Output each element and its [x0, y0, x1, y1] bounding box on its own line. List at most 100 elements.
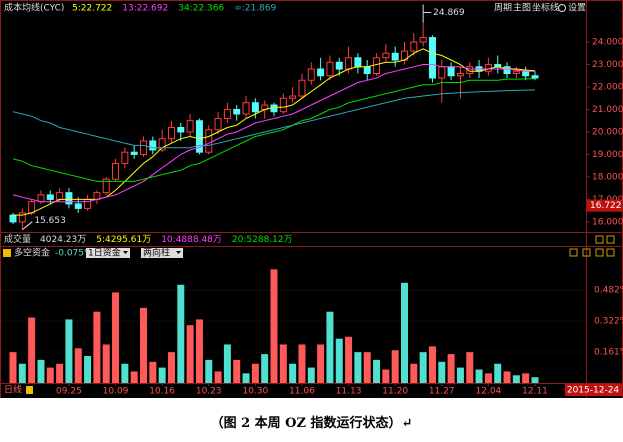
- bar: [335, 338, 343, 383]
- chart: 成本均线(CYC) 5:22.722 13:22.692 34:22.366 ∞:21…: [0, 0, 623, 398]
- candle-body: [158, 138, 166, 151]
- candle-body: [270, 104, 278, 113]
- bar: [214, 371, 222, 383]
- panel-button[interactable]: [595, 235, 604, 244]
- ma-line: [12, 64, 536, 203]
- icon: [3, 249, 11, 257]
- x-tick-label: 12.04: [476, 387, 502, 397]
- panel-button[interactable]: [606, 248, 615, 257]
- candle-body: [233, 108, 241, 115]
- candle-body: [74, 203, 82, 209]
- candle-body: [130, 151, 138, 155]
- candle-body: [363, 66, 371, 75]
- candle-body: [522, 70, 530, 77]
- x-tick-label: 10.23: [196, 387, 222, 397]
- toolbar-item[interactable]: 主图: [513, 2, 531, 14]
- y-tick-label: 0.322%: [594, 316, 623, 326]
- y-tick-label: 22.000: [592, 83, 623, 93]
- y-tick-label: 21.000: [592, 105, 623, 115]
- legend-entry: 5:22.722: [72, 4, 112, 14]
- candle-body: [512, 70, 520, 75]
- bar: [289, 363, 297, 383]
- candle-body: [326, 61, 334, 77]
- candle-body: [345, 57, 353, 70]
- dropdown-label[interactable]: 1日资金: [88, 247, 121, 259]
- y-tick-label: 23.000: [592, 60, 623, 70]
- bar: [410, 363, 418, 383]
- bar: [149, 361, 157, 383]
- legend-entry: 20:5288.12万: [232, 235, 293, 245]
- candle-body: [373, 57, 381, 75]
- dropdown[interactable]: [86, 248, 130, 258]
- panel-value: -0.075%: [55, 249, 93, 259]
- candle-body: [214, 117, 222, 131]
- bar: [121, 363, 129, 383]
- bar: [84, 356, 92, 383]
- bar: [279, 344, 287, 383]
- candle-body: [354, 57, 362, 68]
- annotation: 15.653: [34, 216, 65, 226]
- bar: [18, 363, 26, 383]
- toolbar-item[interactable]: 坐标线: [532, 2, 559, 14]
- bar: [65, 319, 73, 383]
- panel-title: 多空资金: [14, 247, 50, 259]
- candle-body: [503, 66, 511, 75]
- bar: [140, 307, 147, 383]
- candle-body: [251, 102, 259, 113]
- bar: [233, 359, 241, 383]
- bar: [373, 359, 381, 383]
- bar: [186, 325, 194, 383]
- bar: [74, 348, 82, 383]
- dropdown[interactable]: [141, 248, 183, 258]
- date-marker-box: [565, 384, 622, 396]
- x-tick-label: 11.06: [289, 387, 315, 397]
- bar: [270, 269, 278, 383]
- dropdown-arrow[interactable]: [176, 251, 181, 254]
- bar: [242, 373, 250, 383]
- bar: [46, 367, 54, 383]
- candle-body: [46, 194, 54, 200]
- ma-line: [12, 78, 536, 182]
- panel-button[interactable]: [569, 248, 578, 257]
- bar: [261, 354, 269, 383]
- bar: [438, 361, 446, 383]
- candle-body: [102, 178, 110, 194]
- panel-title: 成交量: [4, 233, 31, 245]
- legend-entry: 4024.23万: [40, 235, 86, 245]
- candle-body: [428, 37, 436, 79]
- bar: [419, 352, 427, 383]
- bar: [102, 344, 110, 383]
- price-marker: 16.722: [590, 201, 622, 211]
- panel-button[interactable]: [606, 235, 615, 244]
- candle-body: [307, 68, 315, 81]
- bar: [354, 352, 362, 383]
- panel-button[interactable]: [582, 248, 591, 257]
- x-tick-label: 11.27: [429, 387, 455, 397]
- x-tick-label: 10.30: [242, 387, 268, 397]
- candle-body: [205, 129, 213, 153]
- toolbar-item[interactable]: 设置: [568, 3, 586, 14]
- bar: [363, 352, 371, 383]
- toolbar-item[interactable]: 周期: [494, 3, 512, 14]
- bar: [177, 284, 185, 383]
- bar: [447, 354, 455, 383]
- bar: [158, 367, 166, 383]
- bar: [37, 359, 45, 383]
- x-tick-label: 12.11: [522, 387, 548, 397]
- candle-body: [391, 52, 399, 61]
- gear-icon[interactable]: [558, 4, 566, 12]
- dropdown-label[interactable]: 两向柱: [143, 247, 170, 259]
- legend-entry: 34:22.366: [178, 4, 224, 14]
- bar: [466, 352, 474, 383]
- panel-button[interactable]: [595, 248, 604, 257]
- bar: [112, 292, 120, 383]
- candle-body: [466, 66, 474, 75]
- bar: [251, 363, 259, 383]
- chart-title: 成本均线(CYC): [4, 2, 64, 14]
- candle-body: [298, 79, 306, 97]
- dropdown-arrow[interactable]: [123, 251, 128, 254]
- bar: [326, 311, 334, 383]
- ma-line: [12, 89, 536, 149]
- bar: [223, 344, 231, 383]
- candle-body: [121, 151, 129, 164]
